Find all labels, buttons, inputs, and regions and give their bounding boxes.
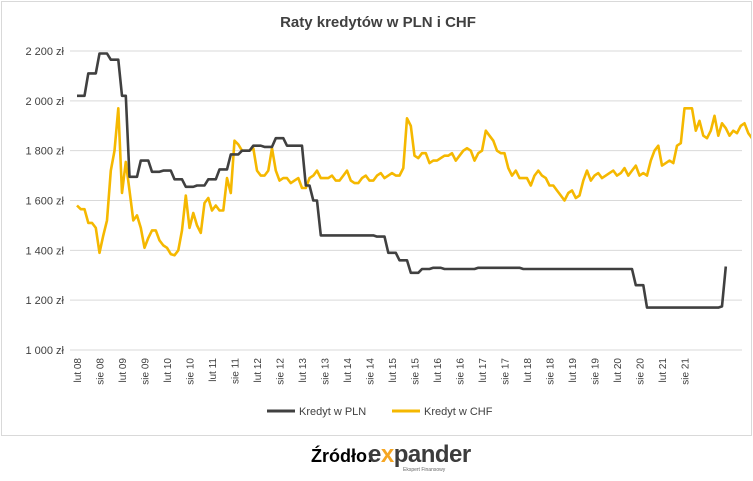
- y-tick-label: 2 000 zł: [25, 96, 64, 108]
- logo-text-x: x: [380, 441, 394, 468]
- x-tick-label: lut 12: [253, 358, 264, 383]
- legend-label-pln: Kredyt w PLN: [299, 406, 366, 418]
- grid: [70, 50, 742, 351]
- x-tick-label: sie 15: [411, 358, 422, 385]
- x-tick-label: sie 18: [546, 358, 557, 385]
- x-tick-label: lut 13: [298, 358, 309, 383]
- x-tick-label: lut 10: [163, 358, 174, 383]
- y-tick-label: 1 000 zł: [25, 345, 64, 357]
- chart-frame: Raty kredytów w PLN i CHF 1 000 zł 1 200 …: [1, 1, 752, 436]
- y-tick-label: 1 600 zł: [25, 196, 64, 208]
- series-line-pln: [77, 52, 728, 309]
- x-tick-label: sie 09: [141, 358, 152, 385]
- series-lines: [76, 52, 751, 309]
- y-tick-label: 1 200 zł: [25, 295, 64, 307]
- logo-text-pre: e: [368, 441, 381, 468]
- source-label: Źródło:: [311, 446, 373, 466]
- chart-title: Raty kredytów w PLN i CHF: [280, 14, 476, 31]
- x-tick-label: sie 13: [321, 358, 332, 385]
- series-line-chf: [76, 107, 751, 257]
- legend-label-chf: Kredyt w CHF: [424, 406, 493, 418]
- x-tick-label: lut 11: [208, 358, 219, 382]
- x-tick-label: sie 08: [96, 358, 107, 385]
- y-tick-label: 2 200 zł: [25, 46, 64, 58]
- y-tick-label: 1 800 zł: [25, 146, 64, 158]
- x-tick-label: sie 16: [456, 358, 467, 385]
- x-tick-label: lut 16: [433, 358, 444, 383]
- x-tick-label: lut 17: [478, 358, 489, 383]
- x-tick-label: lut 14: [343, 358, 354, 383]
- logo-text-post: pander: [393, 441, 472, 468]
- x-tick-label: sie 19: [591, 358, 602, 385]
- x-tick-label: lut 08: [73, 358, 84, 383]
- expander-logo: expander: [368, 441, 471, 469]
- y-axis: 1 000 zł 1 200 zł 1 400 zł 1 600 zł 1 800 zł…: [25, 46, 64, 357]
- source-footer: Źródło: expander Ekspert Finansowy: [0, 436, 753, 481]
- legend: Kredyt w PLN Kredyt w CHF: [267, 406, 493, 418]
- x-tick-label: lut 21: [658, 358, 669, 383]
- x-tick-label: sie 20: [636, 358, 647, 385]
- line-chart: Raty kredytów w PLN i CHF 1 000 zł 1 200 …: [25, 14, 751, 418]
- x-tick-label: lut 19: [568, 358, 579, 383]
- y-tick-label: 1 400 zł: [25, 245, 64, 257]
- x-tick-label: lut 15: [388, 358, 399, 383]
- x-tick-label: sie 17: [501, 358, 512, 385]
- x-tick-label: sie 12: [276, 358, 287, 385]
- x-tick-label: sie 11: [231, 358, 242, 384]
- logo-subtitle: Ekspert Finansowy: [403, 467, 446, 473]
- x-tick-label: sie 21: [681, 358, 692, 385]
- x-tick-label: sie 14: [366, 358, 377, 385]
- x-tick-label: lut 20: [613, 358, 624, 383]
- x-tick-label: sie 10: [186, 358, 197, 385]
- x-tick-label: lut 18: [523, 358, 534, 383]
- x-axis: lut 08 sie 08 lut 09 sie 09 lut 10 sie 10 lut …: [73, 358, 692, 385]
- x-tick-label: lut 09: [118, 358, 129, 383]
